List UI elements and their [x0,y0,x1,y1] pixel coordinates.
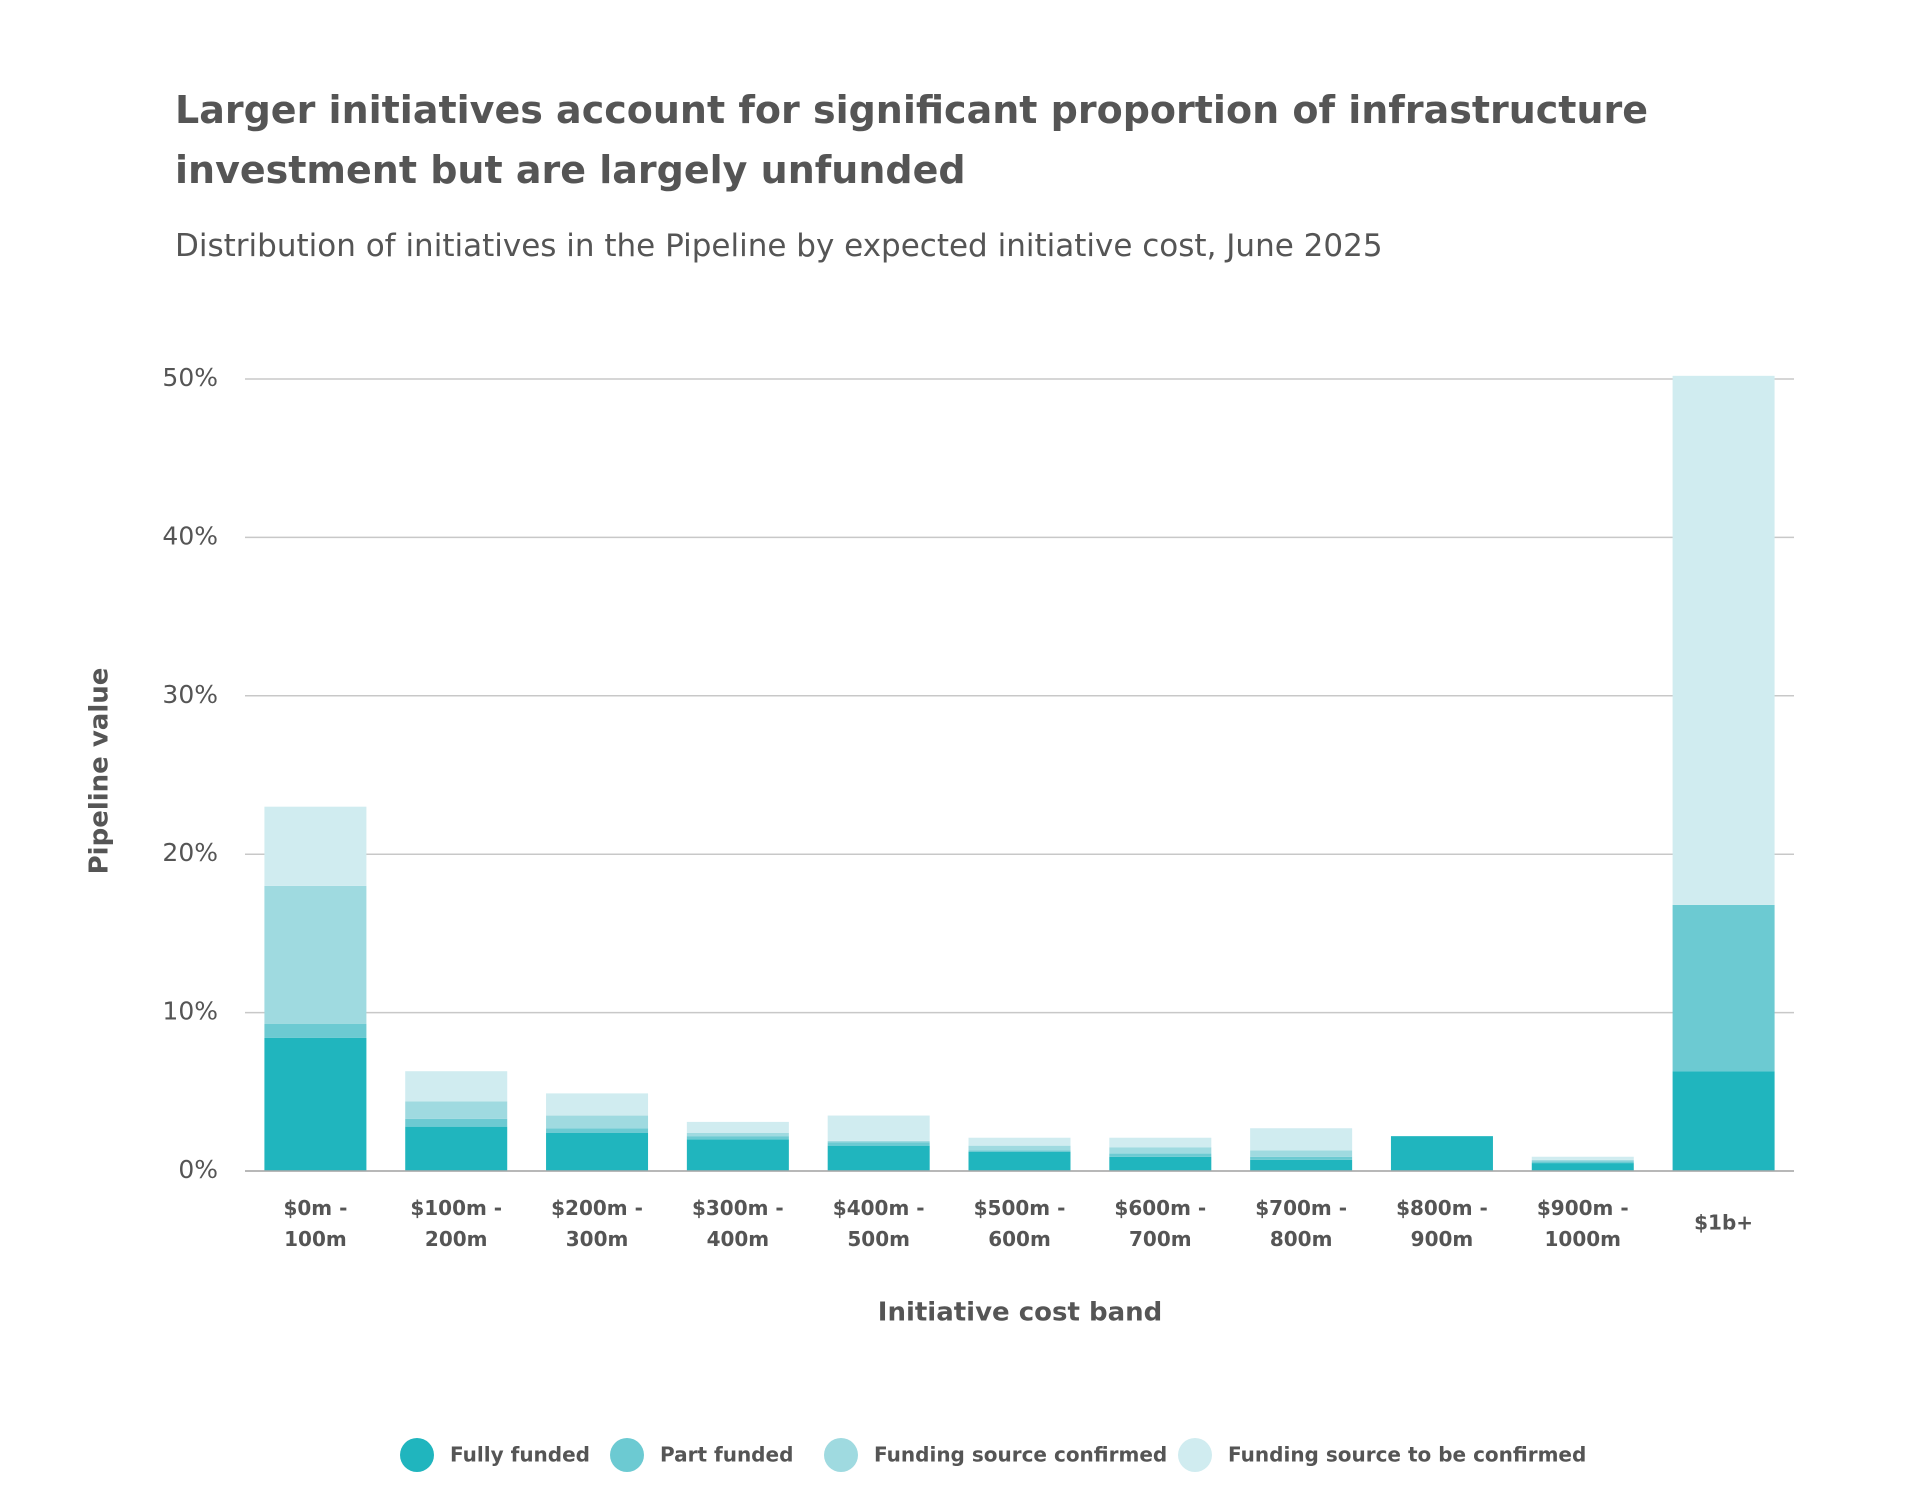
legend-swatch [824,1438,858,1472]
legend-swatch [1178,1438,1212,1472]
bar-segment [1531,1161,1634,1164]
bar-segment [264,806,367,886]
x-tick-label: $1b+ [1694,1211,1753,1235]
bar-segment [1531,1156,1634,1160]
bar-segment [968,1137,1071,1146]
x-tick-label: $300m -400m [692,1196,784,1251]
bar-segment [405,1071,508,1102]
bar-segment [405,1126,508,1171]
bar-segment [1250,1159,1353,1171]
x-tick-label: $400m -500m [833,1196,925,1251]
x-tick-label: $800m -900m [1396,1196,1488,1251]
chart-title: Larger initiatives account for significa… [175,88,1649,192]
x-tick-label: $200m -300m [551,1196,643,1251]
x-tick-label: $600m -700m [1114,1196,1206,1251]
bar-segment [1109,1147,1212,1154]
legend-swatch [400,1438,434,1472]
bar-segment [1531,1163,1634,1171]
bar-segment [1672,904,1775,1072]
y-tick-label: 10% [162,997,218,1026]
bar-segment [1250,1128,1353,1151]
bar-segment [1250,1156,1353,1160]
bar-segment [827,1115,930,1141]
x-tick-label: $100m -200m [410,1196,502,1251]
legend-label: Fully funded [450,1443,590,1467]
bar-segment [1109,1156,1212,1171]
bar-segment [686,1136,789,1140]
legend-label: Funding source confirmed [874,1443,1167,1467]
x-tick-label: $0m -100m [283,1196,347,1251]
bar-segment [405,1101,508,1119]
legend-label: Part funded [660,1443,793,1467]
bar-segment [264,1037,367,1171]
x-axis-title: Initiative cost band [878,1298,1162,1328]
bar-segment [546,1132,649,1171]
y-tick-label: 40% [162,521,218,550]
x-tick-label: $700m -800m [1255,1196,1347,1251]
bar-segment [546,1128,649,1133]
bar-segment [264,1023,367,1038]
y-tick-label: 50% [162,363,218,392]
y-tick-label: 30% [162,680,218,709]
x-tick-label: $900m -1000m [1537,1196,1629,1251]
y-tick-label: 20% [162,838,218,867]
y-tick-label: 0% [178,1155,218,1184]
chart-subtitle: Distribution of initiatives in the Pipel… [175,228,1383,264]
bar-segment [1390,1136,1493,1171]
bar-segment [546,1093,649,1116]
bar-segment [1109,1153,1212,1157]
bar-segment [1250,1150,1353,1157]
legend-swatch [610,1438,644,1472]
bar-segment [405,1118,508,1127]
bar-segment [686,1132,789,1137]
legend-label: Funding source to be confirmed [1228,1443,1586,1467]
bar-segment [686,1139,789,1171]
bar-segment [546,1115,649,1129]
bar-segment [1672,1071,1775,1171]
bar-segment [1672,375,1775,905]
bar-segment [968,1150,1071,1152]
bar-segment [1109,1137,1212,1148]
bar-segment [968,1145,1071,1151]
y-axis-title: Pipeline value [85,668,115,875]
x-tick-label: $500m -600m [974,1196,1066,1251]
bar-segment [1531,1159,1634,1162]
bar-segment [968,1151,1071,1171]
bar-segment [827,1142,930,1146]
bar-segment [827,1140,930,1143]
bar-segment [686,1121,789,1133]
bar-segment [264,885,367,1024]
bar-segment [827,1145,930,1171]
